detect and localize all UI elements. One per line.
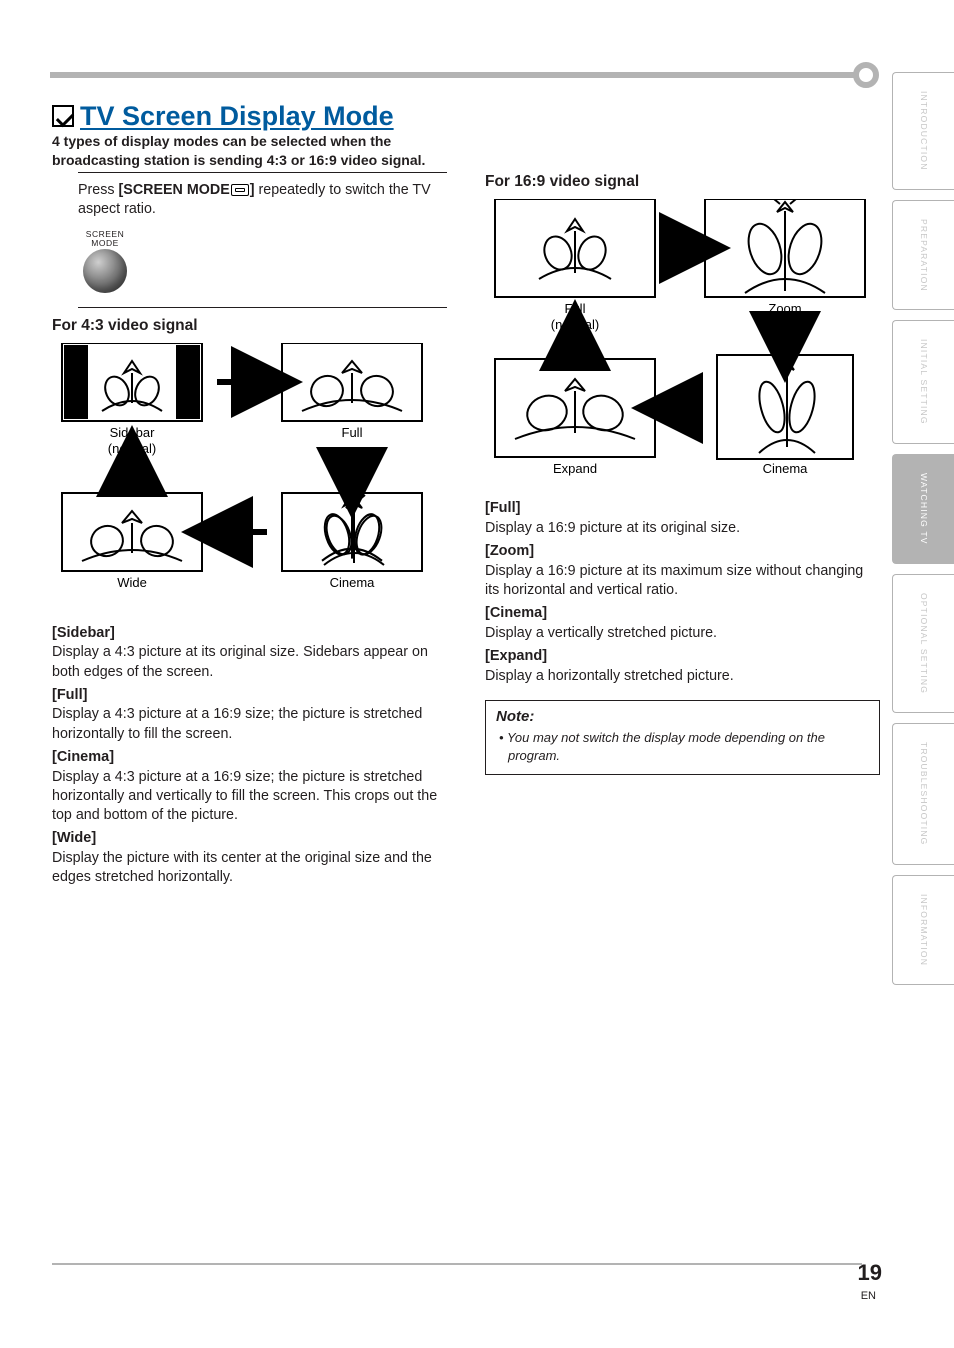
svg-text:Cinema: Cinema: [763, 461, 809, 476]
mode-cinema43-desc: Display a 4:3 picture at a 16:9 size; th…: [52, 768, 447, 826]
screen-mode-button-figure: SCREEN MODE: [52, 230, 132, 294]
tab-information: INFORMATION: [892, 875, 954, 985]
tab-troubleshooting: TROUBLESHOOTING: [892, 723, 954, 864]
note-box: Note: • You may not switch the display m…: [485, 700, 880, 775]
page-title-text: TV Screen Display Mode: [80, 98, 394, 134]
section-43-title: For 4:3 video signal: [52, 316, 447, 337]
page-number: 19: [858, 1258, 882, 1288]
svg-text:Full: Full: [565, 301, 586, 316]
mode-zoom-desc: Display a 16:9 picture at its maximum si…: [485, 562, 880, 601]
page-title: TV Screen Display Mode: [52, 98, 394, 134]
footer-lang: EN: [861, 1289, 876, 1304]
tab-preparation: PREPARATION: [892, 200, 954, 311]
mode-full169-label: [Full]: [485, 499, 880, 519]
svg-text:(normal): (normal): [108, 441, 156, 456]
mode-sidebar-desc: Display a 4:3 picture at its original si…: [52, 643, 447, 682]
header-rule-cap: [853, 62, 879, 88]
svg-text:Wide: Wide: [117, 575, 147, 590]
svg-text:(normal): (normal): [551, 317, 599, 332]
mode-sidebar-label: [Sidebar]: [52, 624, 447, 644]
left-column: Press [SCREEN MODE] repeatedly to switch…: [52, 172, 447, 888]
mode-cinema169-desc: Display a vertically stretched picture.: [485, 624, 880, 643]
section-169-title: For 16:9 video signal: [485, 172, 880, 193]
intro-text: Press [SCREEN MODE] repeatedly to switch…: [52, 181, 447, 220]
page-subtitle: 4 types of display modes can be selected…: [52, 132, 482, 170]
svg-text:Zoom: Zoom: [768, 301, 801, 316]
tab-optional-setting: OPTIONAL SETTING: [892, 574, 954, 713]
note-title: Note:: [496, 707, 869, 727]
diagram-4-3: Sidebar (normal) Full Wide Cinema: [52, 343, 447, 603]
mode-wide-label: [Wide]: [52, 829, 447, 849]
svg-text:Expand: Expand: [553, 461, 597, 476]
section-tabs: INTRODUCTION PREPARATION INITIAL SETTING…: [892, 72, 954, 985]
mode-wide-desc: Display the picture with its center at t…: [52, 849, 447, 888]
note-item: • You may not switch the display mode de…: [496, 729, 869, 764]
mode-cinema169-label: [Cinema]: [485, 604, 880, 624]
header-rule: [50, 72, 869, 78]
diagram-16-9: Full (normal) Zoom Expand Cinema: [485, 199, 880, 479]
svg-text:Cinema: Cinema: [330, 575, 376, 590]
mode-zoom-label: [Zoom]: [485, 542, 880, 562]
mode-expand-label: [Expand]: [485, 647, 880, 667]
right-column: For 16:9 video signal Full (normal) Zoom…: [485, 172, 880, 888]
tab-watching-tv: WATCHING TV: [892, 454, 954, 564]
mode-cinema43-label: [Cinema]: [52, 748, 447, 768]
footer-rule: [52, 1263, 862, 1265]
svg-text:Sidebar: Sidebar: [110, 425, 155, 440]
mode-full169-desc: Display a 16:9 picture at its original s…: [485, 519, 880, 538]
checkbox-icon: [52, 105, 74, 127]
screen-mode-icon: [231, 184, 249, 196]
svg-text:Full: Full: [342, 425, 363, 440]
mode-expand-desc: Display a horizontally stretched picture…: [485, 667, 880, 686]
mode-full43-label: [Full]: [52, 686, 447, 706]
tab-introduction: INTRODUCTION: [892, 72, 954, 190]
tab-initial-setting: INITIAL SETTING: [892, 320, 954, 444]
mode-full43-desc: Display a 4:3 picture at a 16:9 size; th…: [52, 705, 447, 744]
button-caption-l2: MODE: [78, 239, 132, 248]
round-button-icon: [83, 249, 127, 293]
